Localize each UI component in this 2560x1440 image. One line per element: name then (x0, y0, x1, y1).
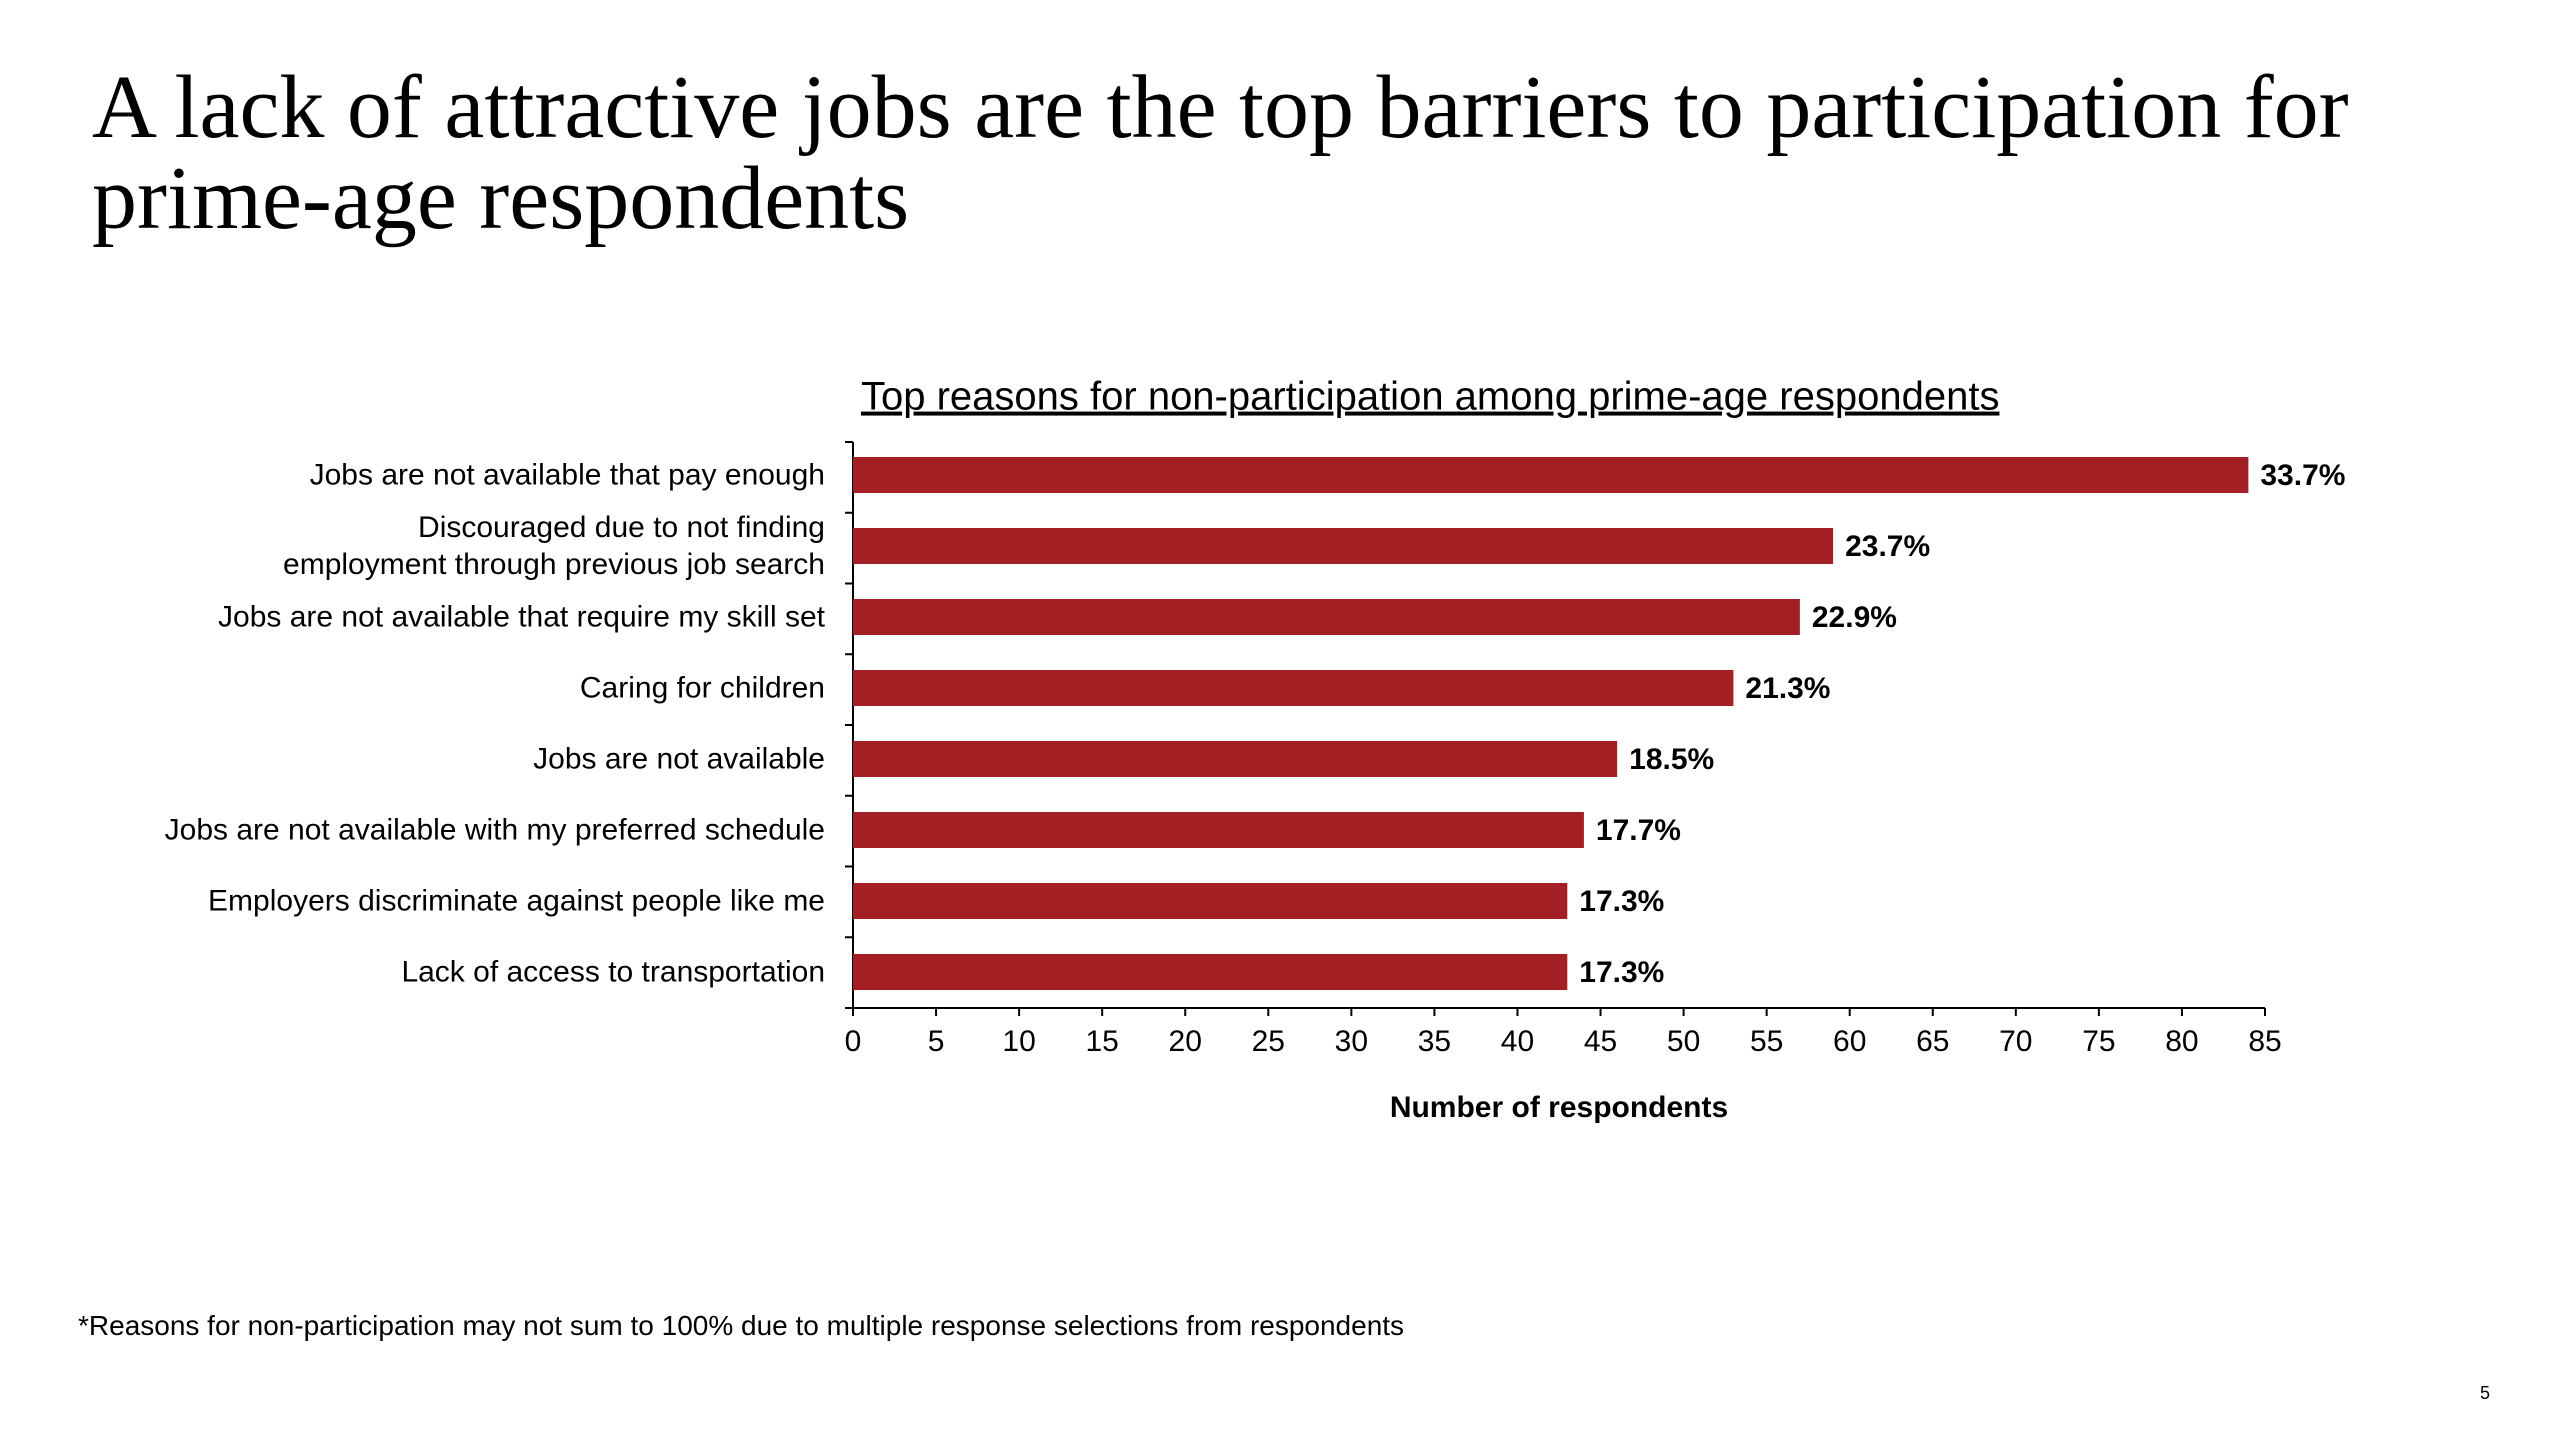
x-tick-label: 0 (845, 1025, 862, 1058)
category-label: Jobs are not available that require my s… (218, 600, 825, 634)
category-label: Discouraged due to not finding employmen… (283, 511, 825, 581)
value-label: 22.9% (1812, 601, 1897, 634)
category-label: Caring for children (579, 671, 825, 705)
bar (853, 954, 1568, 990)
x-tick-label: 15 (1085, 1025, 1118, 1058)
x-tick-label: 70 (1999, 1025, 2032, 1058)
value-label: 17.3% (1579, 956, 1664, 989)
x-tick-label: 35 (1418, 1025, 1451, 1058)
x-tick-label: 30 (1335, 1025, 1368, 1058)
category-label: Jobs are not available with my preferred… (164, 813, 825, 847)
category-label: Jobs are not available that pay enough (309, 458, 825, 492)
bar (853, 599, 1800, 635)
x-tick-label: 80 (2165, 1025, 2198, 1058)
value-label: 17.7% (1596, 814, 1681, 847)
category-label: Employers discriminate against people li… (208, 884, 825, 918)
bar (853, 812, 1584, 848)
bar (853, 741, 1618, 777)
headline: A lack of attractive jobs are the top ba… (92, 58, 2349, 248)
value-label: 21.3% (1745, 672, 1830, 705)
x-tick-label: 45 (1584, 1025, 1617, 1058)
x-tick-label: 40 (1501, 1025, 1534, 1058)
x-tick-label: 5 (928, 1025, 945, 1058)
x-tick-label: 85 (2248, 1025, 2281, 1058)
x-tick-label: 10 (1002, 1025, 1035, 1058)
x-tick-label: 25 (1252, 1025, 1285, 1058)
x-tick-label: 65 (1916, 1025, 1949, 1058)
x-tick-label: 55 (1750, 1025, 1783, 1058)
category-label: Lack of access to transportation (401, 955, 825, 989)
page-number: 5 (2480, 1383, 2491, 1403)
bar (853, 670, 1734, 706)
x-tick-label: 75 (2082, 1025, 2115, 1058)
x-tick-label: 20 (1169, 1025, 1202, 1058)
bar (853, 457, 2249, 493)
value-label: 33.7% (2260, 459, 2345, 492)
bar (853, 883, 1568, 919)
x-axis-label: Number of respondents (1390, 1091, 1728, 1124)
value-label: 18.5% (1629, 743, 1714, 776)
x-tick-label: 50 (1667, 1025, 1700, 1058)
footnote: *Reasons for non-participation may not s… (78, 1310, 1405, 1341)
value-label: 17.3% (1579, 885, 1664, 918)
chart-title: Top reasons for non-participation among … (861, 375, 1999, 419)
category-label: Jobs are not available (533, 742, 825, 776)
bar (853, 528, 1834, 564)
value-label: 23.7% (1845, 530, 1930, 563)
x-tick-label: 60 (1833, 1025, 1866, 1058)
